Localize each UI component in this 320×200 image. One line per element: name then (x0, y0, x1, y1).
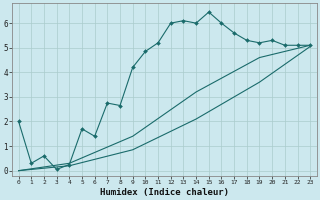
X-axis label: Humidex (Indice chaleur): Humidex (Indice chaleur) (100, 188, 229, 197)
